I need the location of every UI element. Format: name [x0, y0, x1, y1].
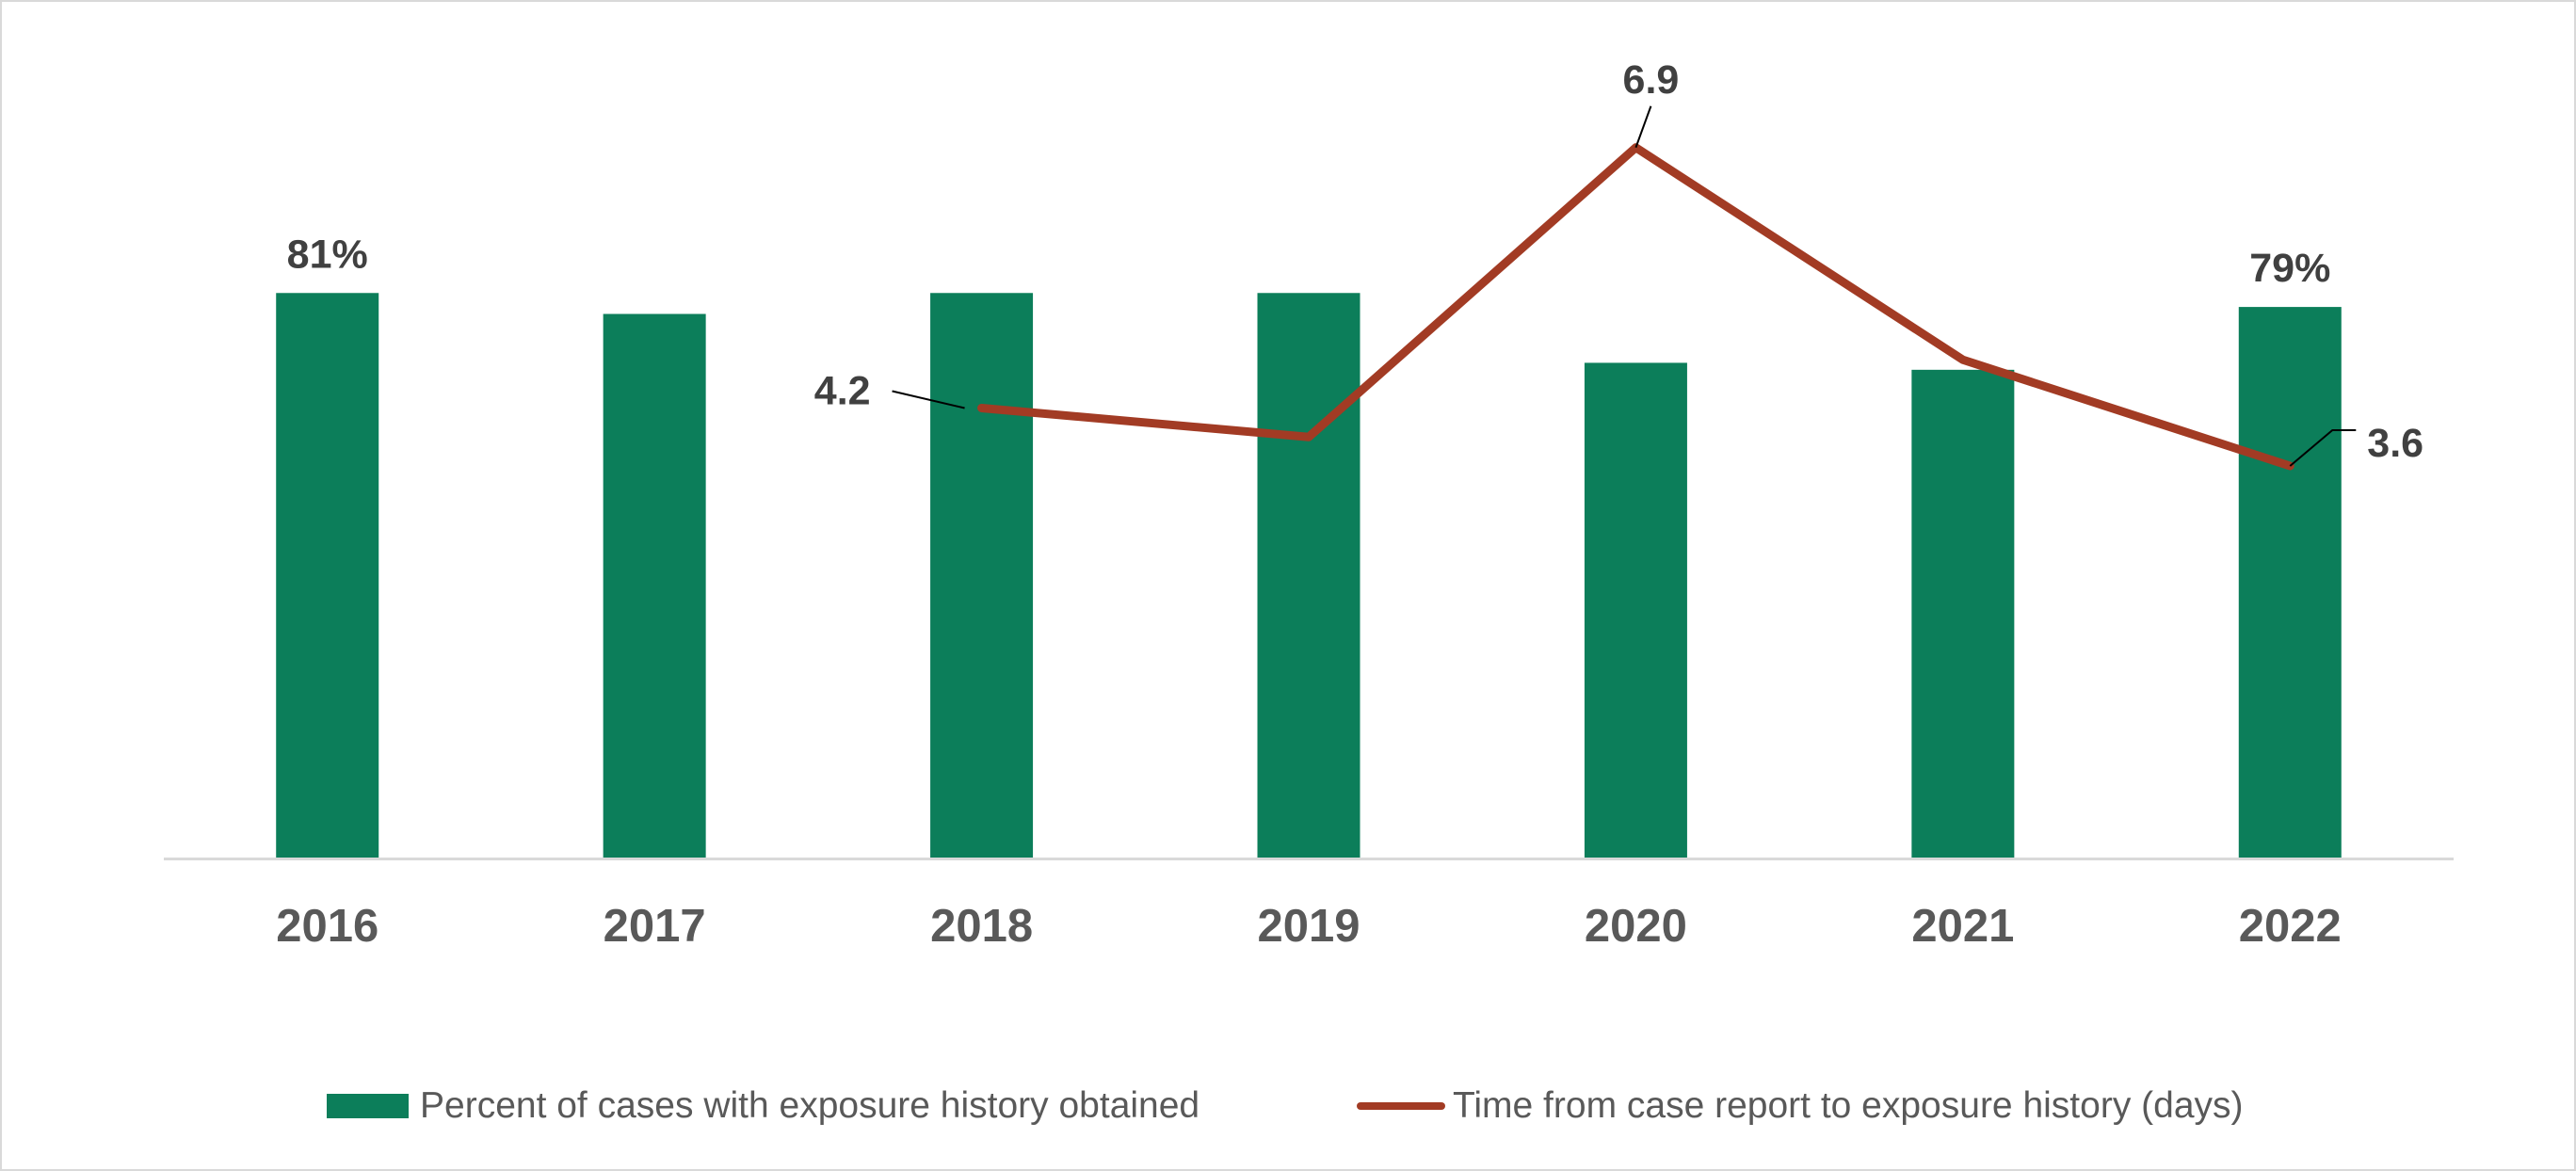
legend-label-bar: Percent of cases with exposure history o…: [420, 1085, 1200, 1126]
x-axis-tick-labels: 2016 2017 2018 2019 2020 2021 2022: [276, 901, 2342, 952]
bar-series: [276, 293, 2342, 859]
legend-swatch-bar: [327, 1094, 409, 1118]
x-tick-2021: 2021: [1911, 901, 2014, 952]
legend: Percent of cases with exposure history o…: [0, 1073, 2576, 1139]
legend-swatch-line: [1357, 1102, 1445, 1110]
bar-2018: [930, 293, 1034, 858]
x-tick-2019: 2019: [1257, 901, 1360, 952]
line-data-label-2018: 4.2: [814, 369, 871, 414]
data-labels: 81% 79% 4.2 6.9 3.6: [287, 57, 2423, 467]
bar-2020: [1584, 362, 1687, 859]
x-tick-2020: 2020: [1585, 901, 1687, 952]
x-tick-2017: 2017: [604, 901, 706, 952]
bar-2019: [1257, 293, 1360, 858]
bar-2021: [1911, 369, 2015, 858]
legend-item-bar: Percent of cases with exposure history o…: [327, 1073, 1199, 1139]
bar-2016: [276, 293, 379, 858]
bar-2017: [603, 313, 706, 858]
x-tick-2018: 2018: [930, 901, 1033, 952]
legend-item-line: Time from case report to exposure histor…: [1357, 1073, 2244, 1139]
line-data-label-2022: 3.6: [2367, 421, 2423, 466]
legend-label-line: Time from case report to exposure histor…: [1453, 1085, 2244, 1126]
bar-data-label-2022: 79%: [2249, 246, 2330, 291]
leader-line-2018: [892, 390, 965, 409]
x-tick-2022: 2022: [2239, 901, 2342, 952]
leader-line-2022: [2289, 429, 2357, 467]
x-tick-2016: 2016: [276, 901, 378, 952]
bar-data-label-2016: 81%: [287, 232, 368, 277]
bar-2022: [2238, 307, 2342, 858]
leader-line-2020: [1634, 105, 1652, 149]
line-data-label-2020: 6.9: [1623, 57, 1680, 103]
